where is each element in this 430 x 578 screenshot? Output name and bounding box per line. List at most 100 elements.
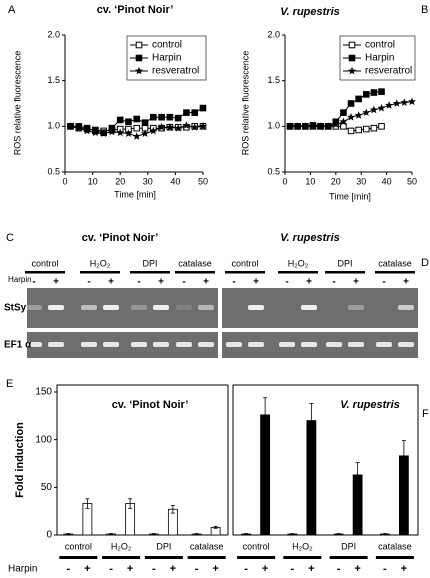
error-bar xyxy=(109,533,114,535)
frame xyxy=(232,384,419,536)
legend-box xyxy=(126,35,207,81)
gel-band xyxy=(48,305,64,310)
y-tick-label: 1.0 xyxy=(47,121,60,131)
x-tick-label: 0 xyxy=(62,176,67,186)
marker xyxy=(362,91,370,98)
x-tick-label: 10 xyxy=(305,176,315,186)
x-tick-label: 30 xyxy=(143,176,153,186)
gel-band xyxy=(348,342,364,347)
marker xyxy=(370,89,378,96)
marker xyxy=(354,111,363,119)
frame xyxy=(56,384,229,536)
sign-label: - xyxy=(382,277,385,288)
marker xyxy=(347,100,355,107)
error-bar xyxy=(290,533,295,535)
marker xyxy=(392,99,401,107)
marker xyxy=(141,119,149,126)
marker xyxy=(199,104,207,112)
error-bar xyxy=(85,498,90,509)
y-tick-label: 0.5 xyxy=(47,166,60,176)
marker xyxy=(125,118,132,126)
group-underline xyxy=(25,271,65,274)
gel-band xyxy=(226,342,242,347)
sign-label: + xyxy=(203,277,209,288)
x-tick-label: 40 xyxy=(170,176,180,186)
marker xyxy=(158,113,165,121)
marker xyxy=(378,123,385,130)
x-tick-label: 50 xyxy=(407,176,417,186)
gel-band xyxy=(198,305,214,310)
group-underline xyxy=(175,271,215,274)
error-bar xyxy=(263,397,268,433)
harpin-label: Harpin xyxy=(8,275,32,284)
marker xyxy=(378,88,385,95)
chart-title: cv. ‘Pinot Noir’ xyxy=(112,399,189,411)
marker xyxy=(182,121,191,129)
panel-letter: B xyxy=(421,4,428,16)
sign-label: - xyxy=(285,277,288,288)
marker xyxy=(91,128,100,137)
x-tick-label: 40 xyxy=(382,176,392,186)
group-underline xyxy=(283,556,322,559)
marker xyxy=(133,115,141,123)
sign-label: - xyxy=(195,563,199,575)
marker xyxy=(370,124,378,132)
marker xyxy=(324,122,333,130)
marker xyxy=(347,127,355,135)
x-tick-label: catalase xyxy=(378,541,412,551)
sign-label: + xyxy=(353,277,359,288)
marker xyxy=(408,97,416,106)
gel-band xyxy=(279,342,295,347)
gel-band xyxy=(326,342,342,347)
sign-label: - xyxy=(182,277,185,288)
sign-label: - xyxy=(87,277,90,288)
marker xyxy=(400,98,409,106)
panel-letter: A xyxy=(8,4,16,16)
panel-letter: F xyxy=(422,408,429,420)
group-label: Harpin xyxy=(8,564,37,575)
marker xyxy=(308,122,317,130)
legend-label: resveratrol xyxy=(152,66,199,77)
sign-label: + xyxy=(308,563,314,575)
marker xyxy=(191,109,199,116)
marker xyxy=(199,122,207,130)
gel-group-label: catalase xyxy=(378,258,412,268)
gel-group-label: H₂O₂ xyxy=(288,258,309,268)
gel-group-label: DPI xyxy=(337,258,352,268)
legend-label: Harpin xyxy=(152,53,181,64)
group-underline xyxy=(187,556,226,559)
chart-title: cv. ‘Pinot Noir’ xyxy=(97,4,174,16)
y-axis-label: Fold induction xyxy=(14,422,26,498)
legend-marker xyxy=(348,54,356,62)
legend-marker xyxy=(348,41,356,49)
sign-label: + xyxy=(212,563,218,575)
marker xyxy=(316,122,325,130)
marker xyxy=(99,129,108,137)
panel-letter: D xyxy=(421,257,429,269)
error-bar xyxy=(244,533,249,535)
group-underline xyxy=(80,271,120,274)
x-tick-label: control xyxy=(65,541,92,551)
gel-band xyxy=(103,305,119,310)
x-axis-label: Time [min] xyxy=(329,191,371,201)
marker xyxy=(362,108,371,116)
error-bar xyxy=(309,403,314,439)
gel-band xyxy=(26,305,42,310)
error-bar xyxy=(151,533,156,535)
x-tick-label: 20 xyxy=(331,176,341,186)
marker xyxy=(165,123,174,131)
gel-band xyxy=(376,342,392,347)
y-tick-label: 1.5 xyxy=(267,75,280,85)
marker xyxy=(133,124,141,132)
gel-band xyxy=(398,305,414,310)
gel-band xyxy=(26,342,42,347)
marker xyxy=(301,122,310,130)
gel-band xyxy=(198,342,214,347)
marker xyxy=(174,114,182,122)
gel-band xyxy=(153,342,169,347)
sign-label: - xyxy=(67,563,71,575)
gel-band xyxy=(153,305,169,310)
marker xyxy=(331,120,340,128)
marker xyxy=(166,113,174,121)
x-tick-label: 50 xyxy=(198,176,208,186)
